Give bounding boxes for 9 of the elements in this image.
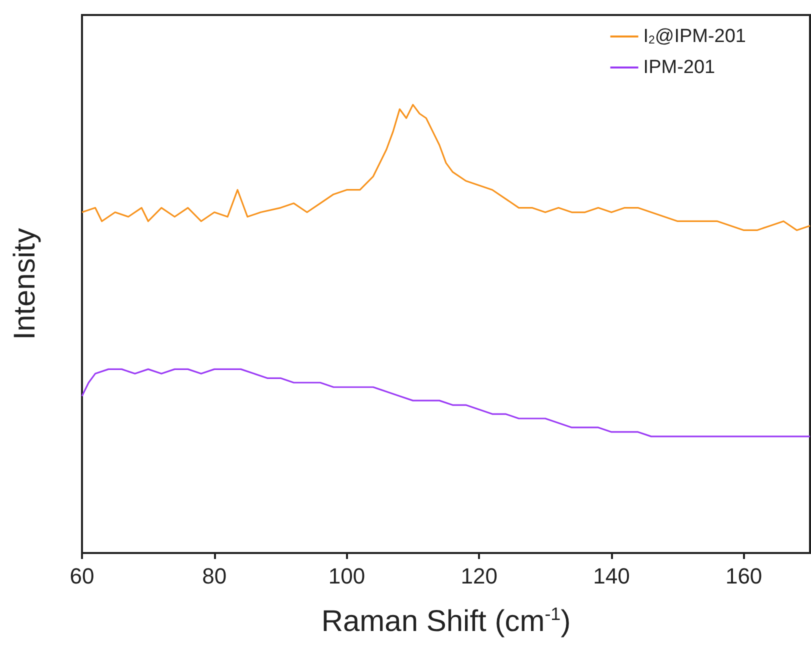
x-tick-label: 80 bbox=[202, 564, 227, 588]
x-tick-label: 140 bbox=[593, 564, 630, 588]
x-tick-label: 120 bbox=[460, 564, 498, 588]
y-axis-title: Intensity bbox=[8, 228, 42, 340]
x-tick-label: 60 bbox=[70, 564, 94, 588]
legend-label: I2@IPM-201 bbox=[643, 26, 746, 47]
x-tick-label: 100 bbox=[328, 564, 366, 588]
x-tick-label: 160 bbox=[725, 564, 762, 588]
legend-label: IPM-201 bbox=[643, 57, 716, 78]
